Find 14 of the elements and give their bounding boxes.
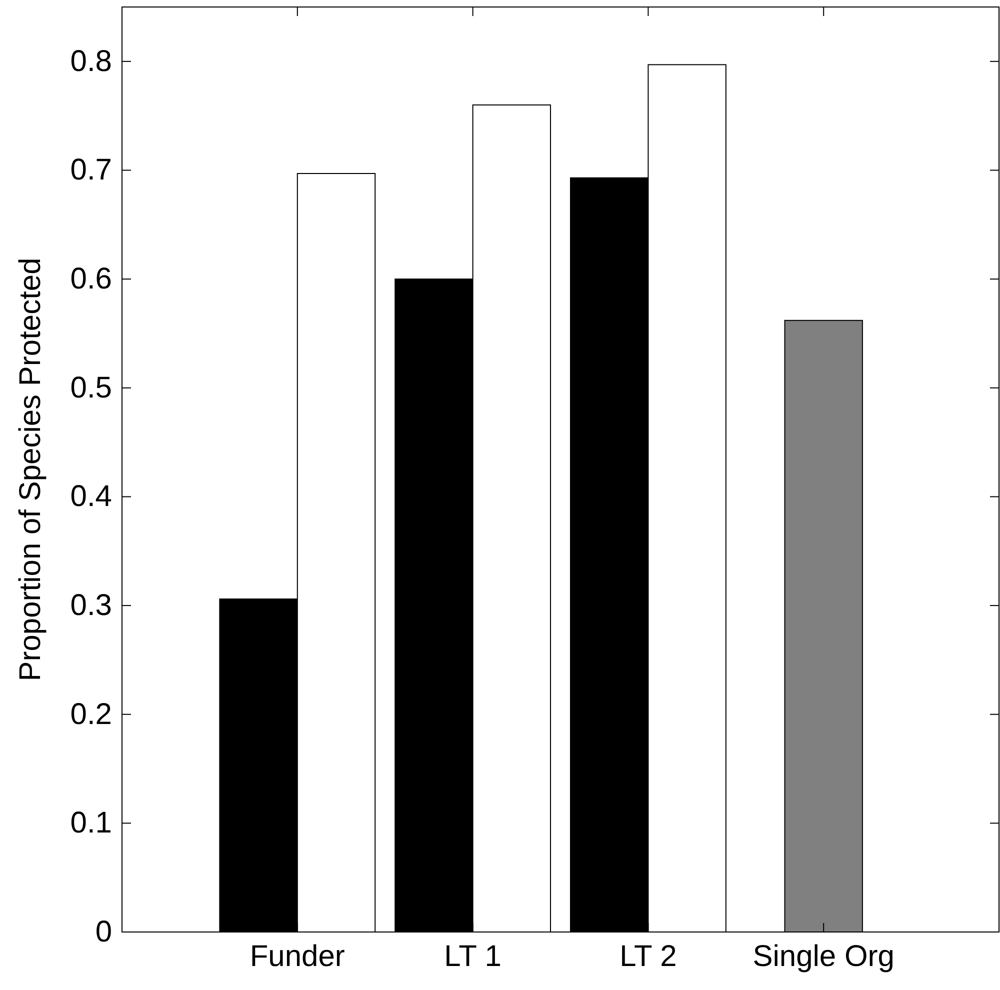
y-tick-label: 0.3 [70,589,112,622]
y-tick-label: 0.6 [70,262,112,296]
y-tick-label: 0 [95,916,112,948]
y-tick-label: 0.8 [70,44,112,78]
y-axis-title: Proportion of Species Protected [14,258,47,682]
y-tick-label: 0.4 [70,480,112,514]
y-tick-label: 0.7 [70,154,112,187]
x-tick-label: LT 2 [620,940,677,973]
y-tick-label: 0.1 [70,806,112,840]
y-tick-label: 0.5 [70,371,112,404]
x-tick-label: LT 1 [444,940,502,973]
x-tick-label: Funder [250,940,345,973]
x-tick-label: Single Org [752,940,894,973]
y-tick-label: 0.2 [70,698,112,731]
